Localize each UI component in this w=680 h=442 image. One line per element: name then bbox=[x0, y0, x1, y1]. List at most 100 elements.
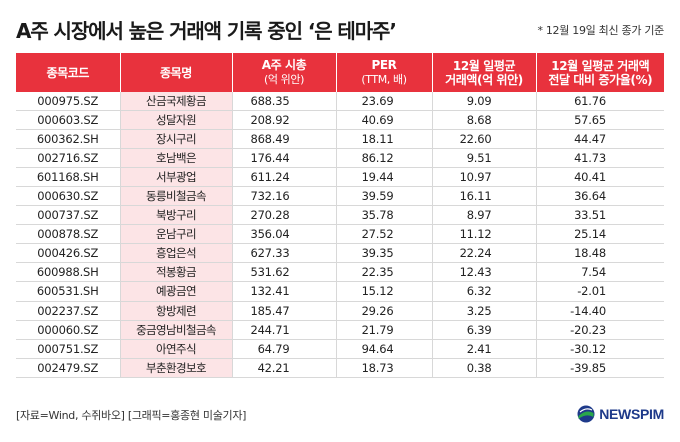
growth-cell: 44.47 bbox=[536, 129, 664, 150]
market-cap-cell: 688.35 bbox=[232, 92, 337, 112]
avg-volume-cell: 12.43 bbox=[432, 262, 537, 283]
market-cap-cell: 132.41 bbox=[232, 281, 337, 302]
table-row: 000737.SZ 북방구리 270.28 35.78 8.97 33.51 bbox=[16, 205, 664, 226]
growth-cell: -39.85 bbox=[536, 358, 664, 378]
avg-volume-cell: 8.68 bbox=[432, 110, 537, 131]
stock-name-cell: 중금영남비철금속 bbox=[120, 320, 233, 340]
stock-code-cell: 000603.SZ bbox=[16, 110, 121, 131]
stock-name-cell: 서부광업 bbox=[120, 167, 233, 188]
date-note: * 12월 19일 최신 종가 기준 bbox=[537, 24, 664, 37]
table-row: 000426.SZ 흥업은석 627.33 39.35 22.24 18.48 bbox=[16, 243, 664, 264]
growth-cell: 61.76 bbox=[536, 92, 664, 112]
table-row: 000975.SZ 산금국제황금 688.35 23.69 9.09 61.76 bbox=[16, 92, 664, 112]
avg-volume-cell: 22.24 bbox=[432, 243, 537, 264]
stock-name-cell: 운남구리 bbox=[120, 224, 233, 245]
table-row: 000603.SZ 성달자원 208.92 40.69 8.68 57.65 bbox=[16, 110, 664, 131]
avg-volume-cell: 0.38 bbox=[432, 358, 537, 378]
market-cap-cell: 531.62 bbox=[232, 262, 337, 283]
stock-name-cell: 동릉비철금속 bbox=[120, 186, 233, 207]
per-cell: 23.69 bbox=[336, 92, 433, 112]
per-cell: 86.12 bbox=[336, 148, 433, 169]
avg-volume-cell: 3.25 bbox=[432, 301, 537, 321]
stock-code-cell: 002237.SZ bbox=[16, 301, 121, 321]
growth-cell: 25.14 bbox=[536, 224, 664, 245]
growth-cell: 40.41 bbox=[536, 167, 664, 188]
avg-volume-cell: 9.51 bbox=[432, 148, 537, 169]
per-cell: 18.11 bbox=[336, 129, 433, 150]
stock-code-cell: 000975.SZ bbox=[16, 92, 121, 112]
header-code: 종목코드 bbox=[16, 53, 121, 92]
newspim-logo-icon bbox=[577, 405, 595, 423]
newspim-logo: NEWSPIM bbox=[577, 405, 664, 423]
per-cell: 39.35 bbox=[336, 243, 433, 264]
growth-cell: 18.48 bbox=[536, 243, 664, 264]
avg-volume-cell: 9.09 bbox=[432, 92, 537, 112]
per-cell: 94.64 bbox=[336, 339, 433, 359]
market-cap-cell: 611.24 bbox=[232, 167, 337, 188]
stock-name-cell: 부춘환경보호 bbox=[120, 358, 233, 378]
table-row: 002479.SZ 부춘환경보호 42.21 18.73 0.38 -39.85 bbox=[16, 358, 664, 378]
per-cell: 22.35 bbox=[336, 262, 433, 283]
stock-code-cell: 600988.SH bbox=[16, 262, 121, 283]
stock-name-cell: 산금국제황금 bbox=[120, 92, 233, 112]
market-cap-cell: 185.47 bbox=[232, 301, 337, 321]
avg-volume-cell: 11.12 bbox=[432, 224, 537, 245]
stock-code-cell: 000630.SZ bbox=[16, 186, 121, 207]
per-cell: 29.26 bbox=[336, 301, 433, 321]
stock-code-cell: 000737.SZ bbox=[16, 205, 121, 226]
growth-cell: 41.73 bbox=[536, 148, 664, 169]
growth-cell: -14.40 bbox=[536, 301, 664, 321]
stock-code-cell: 000426.SZ bbox=[16, 243, 121, 264]
growth-cell: 36.64 bbox=[536, 186, 664, 207]
stock-name-cell: 적봉황금 bbox=[120, 262, 233, 283]
table-body: 000975.SZ 산금국제황금 688.35 23.69 9.09 61.76 00060… bbox=[16, 92, 664, 378]
avg-volume-cell: 8.97 bbox=[432, 205, 537, 226]
stock-name-cell: 흥업은석 bbox=[120, 243, 233, 264]
market-cap-cell: 356.04 bbox=[232, 224, 337, 245]
stock-name-cell: 예광금연 bbox=[120, 281, 233, 302]
market-cap-cell: 732.16 bbox=[232, 186, 337, 207]
table-row: 000060.SZ 중금영남비철금속 244.71 21.79 6.39 -20.23 bbox=[16, 320, 664, 340]
per-cell: 21.79 bbox=[336, 320, 433, 340]
avg-volume-cell: 22.60 bbox=[432, 129, 537, 150]
stock-code-cell: 600362.SH bbox=[16, 129, 121, 150]
growth-cell: -2.01 bbox=[536, 281, 664, 302]
table-row: 000630.SZ 동릉비철금속 732.16 39.59 16.11 36.64 bbox=[16, 186, 664, 207]
per-cell: 39.59 bbox=[336, 186, 433, 207]
table-row: 000751.SZ 아연주식 64.79 94.64 2.41 -30.12 bbox=[16, 339, 664, 359]
market-cap-cell: 176.44 bbox=[232, 148, 337, 169]
header-growth: 12월 일평균 거래액 전달 대비 증가율(%) bbox=[536, 53, 664, 92]
stock-code-cell: 000878.SZ bbox=[16, 224, 121, 245]
table-row: 600362.SH 장시구리 868.49 18.11 22.60 44.47 bbox=[16, 129, 664, 150]
market-cap-cell: 270.28 bbox=[232, 205, 337, 226]
growth-cell: 33.51 bbox=[536, 205, 664, 226]
stock-code-cell: 000060.SZ bbox=[16, 320, 121, 340]
stock-name-cell: 북방구리 bbox=[120, 205, 233, 226]
header-avg-volume: 12월 일평균 거래액(억 위안) bbox=[432, 53, 537, 92]
stock-name-cell: 아연주식 bbox=[120, 339, 233, 359]
stock-name-cell: 항방제련 bbox=[120, 301, 233, 321]
per-cell: 15.12 bbox=[336, 281, 433, 302]
table-row: 601168.SH 서부광업 611.24 19.44 10.97 40.41 bbox=[16, 167, 664, 188]
per-cell: 35.78 bbox=[336, 205, 433, 226]
source-credit: [자료=Wind, 수쥐바오] [그래픽=홍종현 미술기자] bbox=[16, 409, 247, 422]
stock-name-cell: 장시구리 bbox=[120, 129, 233, 150]
table-row: 600988.SH 적봉황금 531.62 22.35 12.43 7.54 bbox=[16, 262, 664, 283]
growth-cell: 57.65 bbox=[536, 110, 664, 131]
stock-code-cell: 002479.SZ bbox=[16, 358, 121, 378]
stock-code-cell: 600531.SH bbox=[16, 281, 121, 302]
page-title: A주 시장에서 높은 거래액 기록 중인 ‘은 테마주’ bbox=[16, 19, 397, 43]
table-header-row: 종목코드 종목명 A주 시총 (억 위안) PER (TTM, 배) 12월 일평균… bbox=[16, 53, 664, 92]
stock-code-cell: 000751.SZ bbox=[16, 339, 121, 359]
stock-name-cell: 호남백은 bbox=[120, 148, 233, 169]
avg-volume-cell: 16.11 bbox=[432, 186, 537, 207]
per-cell: 18.73 bbox=[336, 358, 433, 378]
table-row: 002237.SZ 항방제련 185.47 29.26 3.25 -14.40 bbox=[16, 301, 664, 321]
growth-cell: -20.23 bbox=[536, 320, 664, 340]
market-cap-cell: 42.21 bbox=[232, 358, 337, 378]
avg-volume-cell: 6.39 bbox=[432, 320, 537, 340]
growth-cell: 7.54 bbox=[536, 262, 664, 283]
stock-table: 종목코드 종목명 A주 시총 (억 위안) PER (TTM, 배) 12월 일평균… bbox=[16, 53, 664, 378]
avg-volume-cell: 2.41 bbox=[432, 339, 537, 359]
growth-cell: -30.12 bbox=[536, 339, 664, 359]
